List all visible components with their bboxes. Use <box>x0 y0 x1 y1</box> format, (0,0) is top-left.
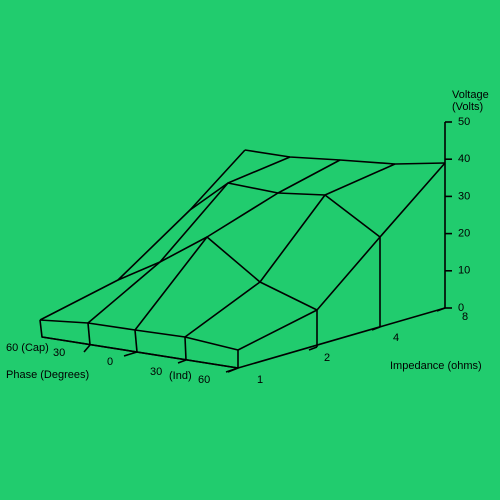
front-divider <box>87 322 91 346</box>
axis-title: Impedance (ohms) <box>390 360 482 372</box>
impedance-ticks: 1 2 4 8 <box>225 307 468 386</box>
back-edge <box>244 149 446 165</box>
tick-label: 2 <box>324 352 330 364</box>
tick-label: 20 <box>458 228 470 240</box>
tick-label: 30 <box>458 190 470 202</box>
front-face <box>39 319 239 369</box>
axis-title: Voltage <box>452 89 489 101</box>
grid-line <box>117 236 318 311</box>
tick <box>123 351 138 357</box>
axis-title: Phase (Degrees) <box>6 369 89 381</box>
tick-label: 60 <box>198 374 210 386</box>
tick-label: 60 (Cap) <box>6 342 49 354</box>
tick-label: 0 <box>458 302 464 314</box>
tick <box>227 367 239 373</box>
surface <box>39 149 446 369</box>
impedance-axis <box>237 307 446 369</box>
front-divider <box>184 336 187 361</box>
grid-line <box>189 182 381 238</box>
axis-title: (Volts) <box>452 101 483 113</box>
phase-axis <box>41 336 239 369</box>
tick-label: 30 <box>150 366 162 378</box>
tick <box>177 359 187 364</box>
tick-label: 50 <box>458 116 470 128</box>
voltage-ticks: 50 40 30 20 10 0 <box>445 116 470 314</box>
tick-label: (Ind) <box>169 370 192 382</box>
phase-ticks: 60 (Cap) 30 0 30 (Ind) 60 <box>6 342 239 386</box>
grid-line <box>134 159 341 331</box>
tick <box>436 307 446 312</box>
grid-line <box>87 156 291 324</box>
grid-line <box>39 149 246 321</box>
tick-label: 0 <box>107 356 113 368</box>
tick <box>308 346 318 351</box>
tick-label: 40 <box>458 153 470 165</box>
tick-label: 10 <box>458 265 470 277</box>
axes <box>41 122 446 369</box>
grid-line <box>237 162 446 351</box>
tick <box>83 344 91 353</box>
tick <box>371 326 381 331</box>
tick-label: 4 <box>393 332 399 344</box>
tick-label: 1 <box>257 374 263 386</box>
tick-label: 30 <box>53 347 65 359</box>
grid-line <box>184 163 396 338</box>
tick-label: 8 <box>462 311 468 323</box>
front-divider <box>134 329 138 353</box>
